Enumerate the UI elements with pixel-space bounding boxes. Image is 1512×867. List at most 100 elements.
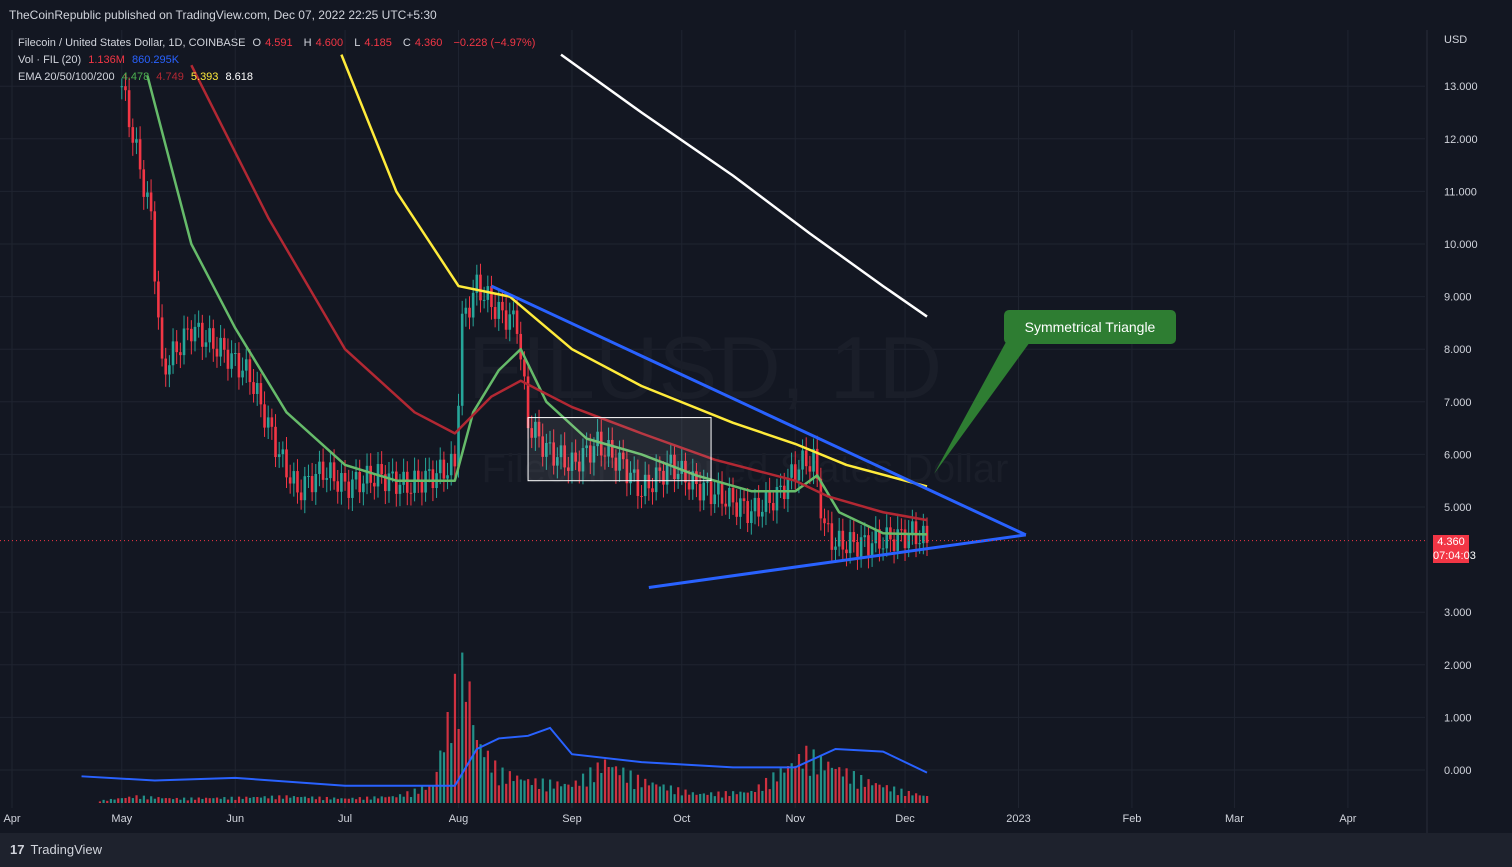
volume-bar	[120, 798, 123, 803]
volume-bar	[384, 797, 387, 803]
price-chart[interactable]: FILUSD, 1D Filecoin / United States Dolla…	[0, 0, 1512, 833]
volume-bar	[453, 673, 457, 803]
candle-body	[340, 473, 343, 492]
candle-body	[636, 469, 640, 496]
volume-bar	[285, 795, 288, 803]
volume-bar	[420, 786, 424, 803]
candle-body	[314, 473, 318, 493]
volume-bar	[677, 787, 680, 803]
candle-body	[779, 485, 782, 487]
candle-body	[464, 307, 468, 314]
volume-bar	[838, 767, 841, 803]
candle-body	[695, 471, 698, 484]
candle-body	[303, 476, 307, 501]
candle-body	[292, 471, 296, 484]
candle-body	[911, 521, 914, 534]
volume-bar	[702, 793, 705, 803]
candle-body	[629, 472, 632, 484]
volume-bar	[830, 767, 834, 803]
volume-bar	[907, 790, 910, 803]
candle-body	[398, 484, 402, 494]
candle-body	[618, 452, 621, 471]
candle-body	[233, 353, 237, 355]
volume-bar	[922, 795, 925, 803]
candle-body	[402, 471, 405, 485]
time-tick-label: Nov	[785, 813, 805, 825]
volume-bar	[237, 796, 241, 803]
price-tick-label: 9.000	[1444, 292, 1472, 304]
legend-open: O 4.591	[252, 37, 293, 49]
volume-bar	[882, 787, 885, 803]
volume-bar	[545, 791, 548, 803]
ema-line-ema200	[560, 53, 928, 318]
volume-bar	[256, 796, 259, 803]
volume-bar	[215, 797, 219, 803]
volume-bar	[724, 791, 727, 803]
volume-bar	[267, 798, 270, 803]
volume-bar	[274, 799, 277, 803]
volume-bar	[647, 785, 651, 803]
candle-body	[164, 358, 168, 375]
symmetrical-triangle-callout[interactable]: Symmetrical Triangle	[1004, 310, 1176, 344]
candle-body	[171, 341, 175, 366]
candle-body	[266, 417, 270, 428]
candle-body	[307, 476, 310, 478]
volume-bar	[494, 760, 497, 803]
candle-body	[552, 442, 555, 466]
candle-body	[878, 529, 881, 549]
chart-legend: Filecoin / United States Dollar, 1D, COI…	[18, 35, 539, 86]
candle-body	[837, 530, 841, 547]
volume-bar	[761, 790, 764, 803]
volume-bar	[574, 780, 577, 803]
candle-body	[859, 537, 863, 557]
volume-bar	[607, 766, 610, 803]
volume-bar	[497, 785, 500, 803]
volume-bar	[904, 795, 907, 803]
candle-body	[548, 442, 552, 444]
volume-bar	[834, 768, 837, 803]
volume-bar	[790, 763, 793, 803]
volume-tick-label: 0.000	[1444, 765, 1472, 777]
volume-bar	[351, 797, 354, 803]
candle-body	[863, 535, 867, 538]
tradingview-logo[interactable]: 17 TradingView	[10, 833, 102, 867]
candle-body	[329, 462, 332, 479]
volume-bar	[614, 766, 618, 803]
candle-body	[830, 523, 834, 550]
candle-body	[263, 404, 266, 428]
volume-bar	[490, 772, 493, 803]
candle-body	[310, 476, 314, 493]
volume-bar	[377, 798, 380, 803]
candle-body	[914, 521, 918, 545]
volume-bar	[585, 786, 588, 803]
volume-bar	[779, 768, 782, 803]
volume-bar	[472, 725, 475, 803]
candle-body	[438, 459, 442, 474]
price-tick-label: 8.000	[1444, 344, 1472, 356]
candle-body	[771, 502, 775, 511]
candle-body	[395, 471, 398, 494]
volume-bar	[395, 797, 398, 803]
candle-body	[545, 442, 548, 457]
volume-bar	[596, 762, 599, 803]
candle-body	[296, 471, 299, 493]
candle-body	[138, 139, 142, 170]
volume-bar	[581, 773, 585, 803]
price-tick-label: 12.000	[1444, 134, 1478, 146]
candle-body	[761, 511, 764, 517]
volume-bar	[373, 796, 376, 803]
candle-body	[501, 301, 504, 311]
symbol-watermark: FILUSD, 1D	[468, 318, 942, 417]
volume-bar	[248, 797, 252, 803]
candle-body	[523, 359, 526, 377]
volume-bar	[713, 796, 716, 803]
volume-bar	[567, 784, 570, 803]
volume-bar	[318, 796, 321, 803]
candle-body	[325, 478, 329, 480]
volume-bar	[523, 780, 526, 803]
candle-body	[801, 450, 804, 470]
candle-body	[244, 359, 248, 371]
candle-body	[651, 488, 654, 493]
volume-bar	[428, 785, 431, 803]
tradingview-logo-icon: 17	[10, 842, 25, 857]
